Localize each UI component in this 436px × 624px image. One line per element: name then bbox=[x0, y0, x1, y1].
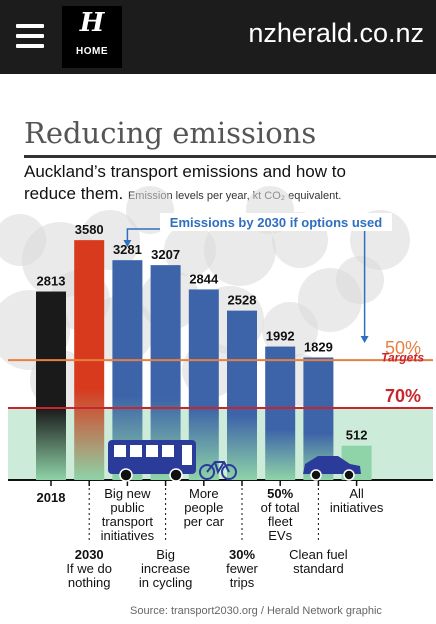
graphic-title: Reducing emissions bbox=[24, 116, 317, 150]
car-wheel bbox=[343, 469, 355, 481]
category-label-line: trips bbox=[230, 575, 255, 590]
target-lines: 50% 70% Targets bbox=[8, 338, 433, 410]
target-label: 50% bbox=[385, 338, 421, 358]
category-label: All initiatives bbox=[330, 486, 384, 515]
value-label: 3207 bbox=[151, 247, 180, 262]
arrow-right bbox=[360, 336, 369, 343]
bus-window bbox=[130, 445, 142, 457]
bar-0 bbox=[36, 291, 66, 480]
bubble bbox=[164, 224, 216, 276]
title-rule bbox=[24, 155, 436, 158]
category-label-line: people bbox=[184, 500, 223, 515]
value-label: 2528 bbox=[228, 293, 257, 308]
bike-wheel bbox=[199, 464, 215, 480]
category-label-line: initiatives bbox=[101, 528, 155, 543]
category-label-line: Big bbox=[156, 547, 175, 562]
subtitle-line1: Auckland’s transport emissions and how t… bbox=[24, 162, 346, 181]
callout-group: Emissions by 2030 if options used bbox=[123, 213, 392, 343]
category-label-line: fewer bbox=[226, 561, 258, 576]
subtitle-line2-text: reduce them. bbox=[24, 184, 124, 203]
car-wheel bbox=[310, 469, 322, 481]
bus-wheel bbox=[169, 468, 183, 482]
top-bar: H HOME nzherald.co.nz bbox=[0, 0, 436, 74]
category-label: Big increase in cycling bbox=[139, 547, 192, 590]
value-label: 1829 bbox=[304, 339, 333, 354]
category-label: More people per car bbox=[184, 486, 225, 529]
bubble bbox=[262, 302, 318, 358]
bike-wheel bbox=[221, 464, 237, 480]
category-label: Big new public transport initiatives bbox=[101, 486, 155, 543]
category-label-strong: 2018 bbox=[37, 490, 66, 505]
site-name: nzherald.co.nz bbox=[248, 18, 424, 48]
herald-home-logo[interactable]: H HOME bbox=[62, 6, 122, 68]
category-label-line: in cycling bbox=[139, 575, 192, 590]
bus-door bbox=[182, 445, 192, 465]
category-label-line: public bbox=[110, 500, 144, 515]
category-label-line: Big new bbox=[104, 486, 151, 501]
category-label-line: standard bbox=[293, 561, 344, 576]
callout-text: Emissions by 2030 if options used bbox=[170, 215, 382, 230]
category-label: 2030 If we do nothing bbox=[66, 547, 112, 590]
value-label: 2813 bbox=[37, 274, 66, 289]
category-label: Clean fuel standard bbox=[289, 547, 348, 576]
category-label: 30% fewer trips bbox=[226, 547, 258, 590]
callout-bg bbox=[160, 213, 392, 231]
category-label-line: initiatives bbox=[330, 500, 384, 515]
logo-letter: H bbox=[79, 8, 105, 38]
bus-window bbox=[146, 445, 158, 457]
category-label-strong: 50% bbox=[267, 486, 293, 501]
category-label-line: increase bbox=[141, 561, 190, 576]
value-label: 3281 bbox=[113, 242, 142, 257]
bus-window bbox=[114, 445, 126, 457]
value-label: 1992 bbox=[266, 329, 295, 344]
bus-wheel bbox=[119, 468, 133, 482]
category-label: 50% of total fleet EVs bbox=[261, 486, 300, 543]
category-label-line: of total bbox=[261, 500, 300, 515]
category-label-line: nothing bbox=[68, 575, 111, 590]
category-label: 2018 bbox=[37, 490, 66, 505]
value-label: 3580 bbox=[75, 222, 104, 237]
illustration-icons bbox=[108, 440, 361, 482]
bus-window bbox=[162, 445, 174, 457]
bubble bbox=[204, 214, 276, 286]
category-label-line: transport bbox=[102, 514, 154, 529]
hamburger-menu-icon[interactable] bbox=[10, 14, 54, 58]
category-label-line: All bbox=[349, 486, 364, 501]
bar-5 bbox=[227, 310, 257, 480]
category-label-line: More bbox=[189, 486, 219, 501]
category-label-line: Clean fuel bbox=[289, 547, 348, 562]
value-label: 512 bbox=[346, 428, 368, 443]
category-label-line: If we do bbox=[66, 561, 112, 576]
category-label-line: EVs bbox=[268, 528, 292, 543]
arrow-left bbox=[123, 240, 132, 247]
category-label-strong: 30% bbox=[229, 547, 255, 562]
bubble bbox=[336, 256, 384, 304]
bike-frame bbox=[206, 461, 230, 475]
value-label: 2844 bbox=[189, 271, 219, 286]
source-note: Source: transport2030.org / Herald Netwo… bbox=[130, 605, 382, 617]
logo-home-label: HOME bbox=[76, 46, 108, 57]
category-label-strong: 2030 bbox=[75, 547, 104, 562]
bubble bbox=[0, 214, 46, 266]
target-label: 70% bbox=[385, 386, 421, 406]
category-label-line: fleet bbox=[268, 514, 293, 529]
category-label-line: per car bbox=[184, 514, 225, 529]
bar-6 bbox=[265, 346, 296, 480]
targets-heading: Targets bbox=[381, 350, 424, 364]
